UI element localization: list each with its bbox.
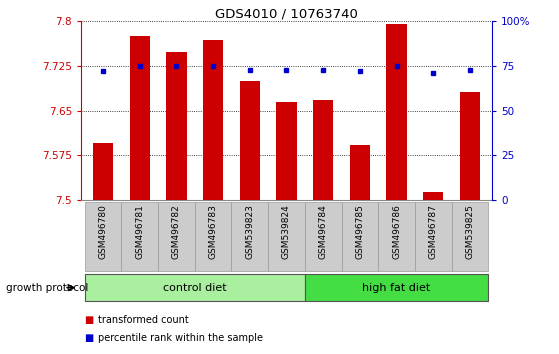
Text: GSM496783: GSM496783 — [209, 204, 217, 259]
Bar — [460, 92, 480, 200]
Text: ■: ■ — [84, 315, 93, 325]
Bar — [130, 36, 150, 200]
Text: transformed count: transformed count — [98, 315, 188, 325]
Bar — [305, 202, 342, 271]
Bar — [276, 102, 297, 200]
Bar — [313, 100, 333, 200]
Bar — [268, 202, 305, 271]
Bar — [342, 202, 378, 271]
Bar — [350, 144, 370, 200]
Text: GSM496781: GSM496781 — [135, 204, 144, 259]
Text: GSM496787: GSM496787 — [429, 204, 438, 259]
Text: GSM539824: GSM539824 — [282, 204, 291, 259]
Bar — [85, 274, 305, 301]
Bar — [386, 24, 406, 200]
Bar — [415, 202, 452, 271]
Text: high fat diet: high fat diet — [362, 282, 430, 293]
Text: GSM496786: GSM496786 — [392, 204, 401, 259]
Text: GSM496785: GSM496785 — [356, 204, 364, 259]
Text: growth protocol: growth protocol — [6, 282, 88, 293]
Bar — [121, 202, 158, 271]
Text: GSM496784: GSM496784 — [319, 204, 328, 259]
Bar — [378, 202, 415, 271]
Bar — [231, 202, 268, 271]
Bar — [195, 202, 231, 271]
Text: control diet: control diet — [163, 282, 226, 293]
Bar — [423, 192, 443, 200]
Bar — [452, 202, 488, 271]
Text: percentile rank within the sample: percentile rank within the sample — [98, 333, 263, 343]
Bar — [240, 81, 260, 200]
Title: GDS4010 / 10763740: GDS4010 / 10763740 — [215, 7, 358, 20]
Text: GSM496780: GSM496780 — [98, 204, 107, 259]
Bar — [203, 40, 223, 200]
Bar — [167, 52, 187, 200]
Bar — [158, 202, 195, 271]
Text: ■: ■ — [84, 333, 93, 343]
Bar — [305, 274, 488, 301]
Bar — [85, 202, 121, 271]
Bar — [93, 143, 113, 200]
Text: GSM496782: GSM496782 — [172, 204, 181, 259]
Text: GSM539823: GSM539823 — [245, 204, 254, 259]
Text: GSM539825: GSM539825 — [466, 204, 475, 259]
